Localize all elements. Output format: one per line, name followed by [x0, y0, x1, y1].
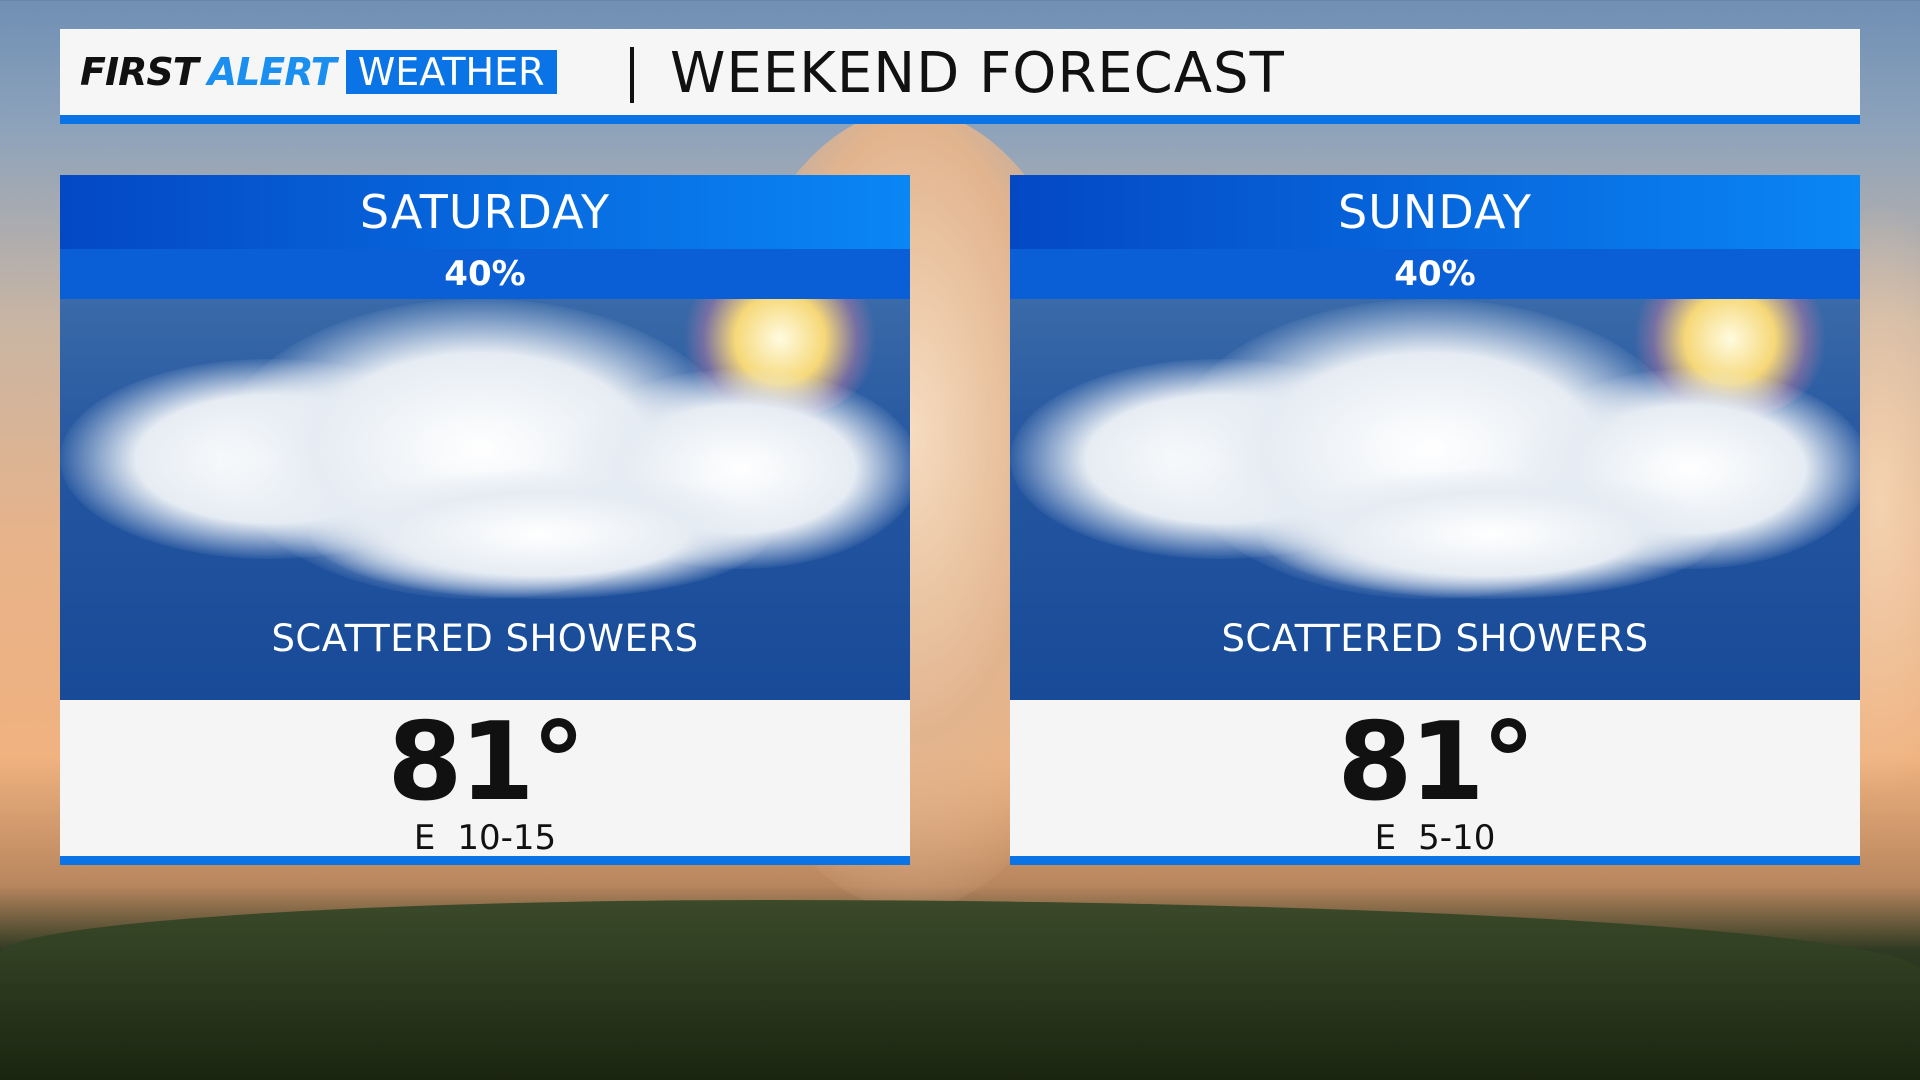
wind-direction: E [413, 818, 436, 858]
logo-first: FIRST [80, 50, 199, 94]
forecast-card-sunday: SUNDAY 40% SCATTERED SHOWERS 81° E 5-10 [1010, 175, 1860, 874]
header-bar: FIRST ALERT WEATHER WEEKEND FORECAST [60, 29, 1860, 124]
wind: E 10-15 [60, 818, 910, 858]
condition-text: SCATTERED SHOWERS [271, 617, 699, 660]
wind-direction: E [1374, 818, 1397, 858]
logo-alert: ALERT [207, 50, 337, 94]
temp-section: 81° E 10-15 [60, 700, 910, 865]
precip-chance: 40% [60, 249, 910, 299]
first-alert-weather-logo: FIRST ALERT WEATHER [80, 49, 557, 95]
temp-section: 81° E 5-10 [1010, 700, 1860, 865]
precip-chance: 40% [1010, 249, 1860, 299]
wind-speed: 5-10 [1418, 818, 1496, 858]
logo-weather: WEATHER [345, 50, 557, 94]
background-trees [0, 900, 1920, 1080]
partly-cloudy-showers-icon: SCATTERED SHOWERS [60, 299, 910, 700]
wind-speed: 10-15 [457, 818, 557, 858]
forecast-card-saturday: SATURDAY 40% SCATTERED SHOWERS 81° E 10-1… [60, 175, 910, 874]
partly-cloudy-showers-icon: SCATTERED SHOWERS [1010, 299, 1860, 700]
high-temp: 81° [1337, 700, 1535, 825]
page-title: WEEKEND FORECAST [670, 41, 1285, 106]
day-label: SATURDAY [60, 175, 910, 249]
high-temp: 81° [387, 700, 585, 825]
condition-text: SCATTERED SHOWERS [1221, 617, 1649, 660]
wind: E 5-10 [1010, 818, 1860, 858]
divider [630, 47, 634, 103]
day-label: SUNDAY [1010, 175, 1860, 249]
